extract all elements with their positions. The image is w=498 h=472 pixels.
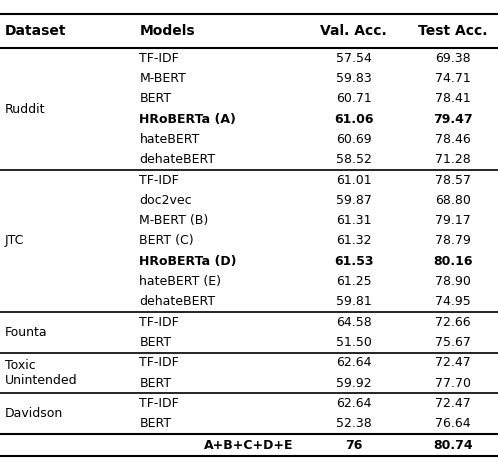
Text: 79.47: 79.47 [433, 113, 473, 126]
Text: 72.47: 72.47 [435, 356, 471, 369]
Text: 59.81: 59.81 [336, 295, 372, 308]
Text: BERT: BERT [139, 417, 171, 430]
Text: 68.80: 68.80 [435, 194, 471, 207]
Text: 61.32: 61.32 [336, 235, 372, 247]
Text: 59.92: 59.92 [336, 377, 372, 389]
Text: 76: 76 [345, 438, 362, 452]
Text: 62.64: 62.64 [336, 356, 372, 369]
Text: BERT: BERT [139, 377, 171, 389]
Text: A+B+C+D+E: A+B+C+D+E [204, 438, 294, 452]
Text: Founta: Founta [5, 326, 48, 339]
Text: 60.69: 60.69 [336, 133, 372, 146]
Text: 78.41: 78.41 [435, 93, 471, 105]
Text: 78.57: 78.57 [435, 174, 471, 186]
Text: Davidson: Davidson [5, 407, 63, 420]
Text: hateBERT: hateBERT [139, 133, 200, 146]
Text: dehateBERT: dehateBERT [139, 153, 216, 166]
Text: TF-IDF: TF-IDF [139, 356, 179, 369]
Text: 61.01: 61.01 [336, 174, 372, 186]
Text: TF-IDF: TF-IDF [139, 316, 179, 329]
Text: Dataset: Dataset [5, 24, 66, 38]
Text: 61.31: 61.31 [336, 214, 372, 227]
Text: 61.25: 61.25 [336, 275, 372, 288]
Text: 58.52: 58.52 [336, 153, 372, 166]
Text: M-BERT: M-BERT [139, 72, 186, 85]
Text: 78.79: 78.79 [435, 235, 471, 247]
Text: BERT (C): BERT (C) [139, 235, 194, 247]
Text: 62.64: 62.64 [336, 397, 372, 410]
Text: M-BERT (B): M-BERT (B) [139, 214, 209, 227]
Text: 71.28: 71.28 [435, 153, 471, 166]
Text: 74.71: 74.71 [435, 72, 471, 85]
Text: 64.58: 64.58 [336, 316, 372, 329]
Text: 61.53: 61.53 [334, 255, 374, 268]
Text: JTC: JTC [5, 235, 24, 247]
Text: HRoBERTa (A): HRoBERTa (A) [139, 113, 237, 126]
Text: 76.64: 76.64 [435, 417, 471, 430]
Text: TF-IDF: TF-IDF [139, 52, 179, 65]
Text: 72.66: 72.66 [435, 316, 471, 329]
Text: dehateBERT: dehateBERT [139, 295, 216, 308]
Text: 69.38: 69.38 [435, 52, 471, 65]
Text: 52.38: 52.38 [336, 417, 372, 430]
Text: 59.87: 59.87 [336, 194, 372, 207]
Text: BERT: BERT [139, 336, 171, 349]
Text: Test Acc.: Test Acc. [418, 24, 488, 38]
Text: Toxic
Unintended: Toxic Unintended [5, 359, 78, 387]
Text: 79.17: 79.17 [435, 214, 471, 227]
Text: 78.46: 78.46 [435, 133, 471, 146]
Text: TF-IDF: TF-IDF [139, 174, 179, 186]
Text: 51.50: 51.50 [336, 336, 372, 349]
Text: 61.06: 61.06 [334, 113, 374, 126]
Text: BERT: BERT [139, 93, 171, 105]
Text: TF-IDF: TF-IDF [139, 397, 179, 410]
Text: 72.47: 72.47 [435, 397, 471, 410]
Text: 60.71: 60.71 [336, 93, 372, 105]
Text: Models: Models [139, 24, 195, 38]
Text: 74.95: 74.95 [435, 295, 471, 308]
Text: 75.67: 75.67 [435, 336, 471, 349]
Text: HRoBERTa (D): HRoBERTa (D) [139, 255, 237, 268]
Text: 78.90: 78.90 [435, 275, 471, 288]
Text: 57.54: 57.54 [336, 52, 372, 65]
Text: 77.70: 77.70 [435, 377, 471, 389]
Text: 80.74: 80.74 [433, 438, 473, 452]
Text: hateBERT (E): hateBERT (E) [139, 275, 222, 288]
Text: Val. Acc.: Val. Acc. [320, 24, 387, 38]
Text: 80.16: 80.16 [433, 255, 473, 268]
Text: Ruddit: Ruddit [5, 102, 45, 116]
Text: doc2vec: doc2vec [139, 194, 192, 207]
Text: 59.83: 59.83 [336, 72, 372, 85]
